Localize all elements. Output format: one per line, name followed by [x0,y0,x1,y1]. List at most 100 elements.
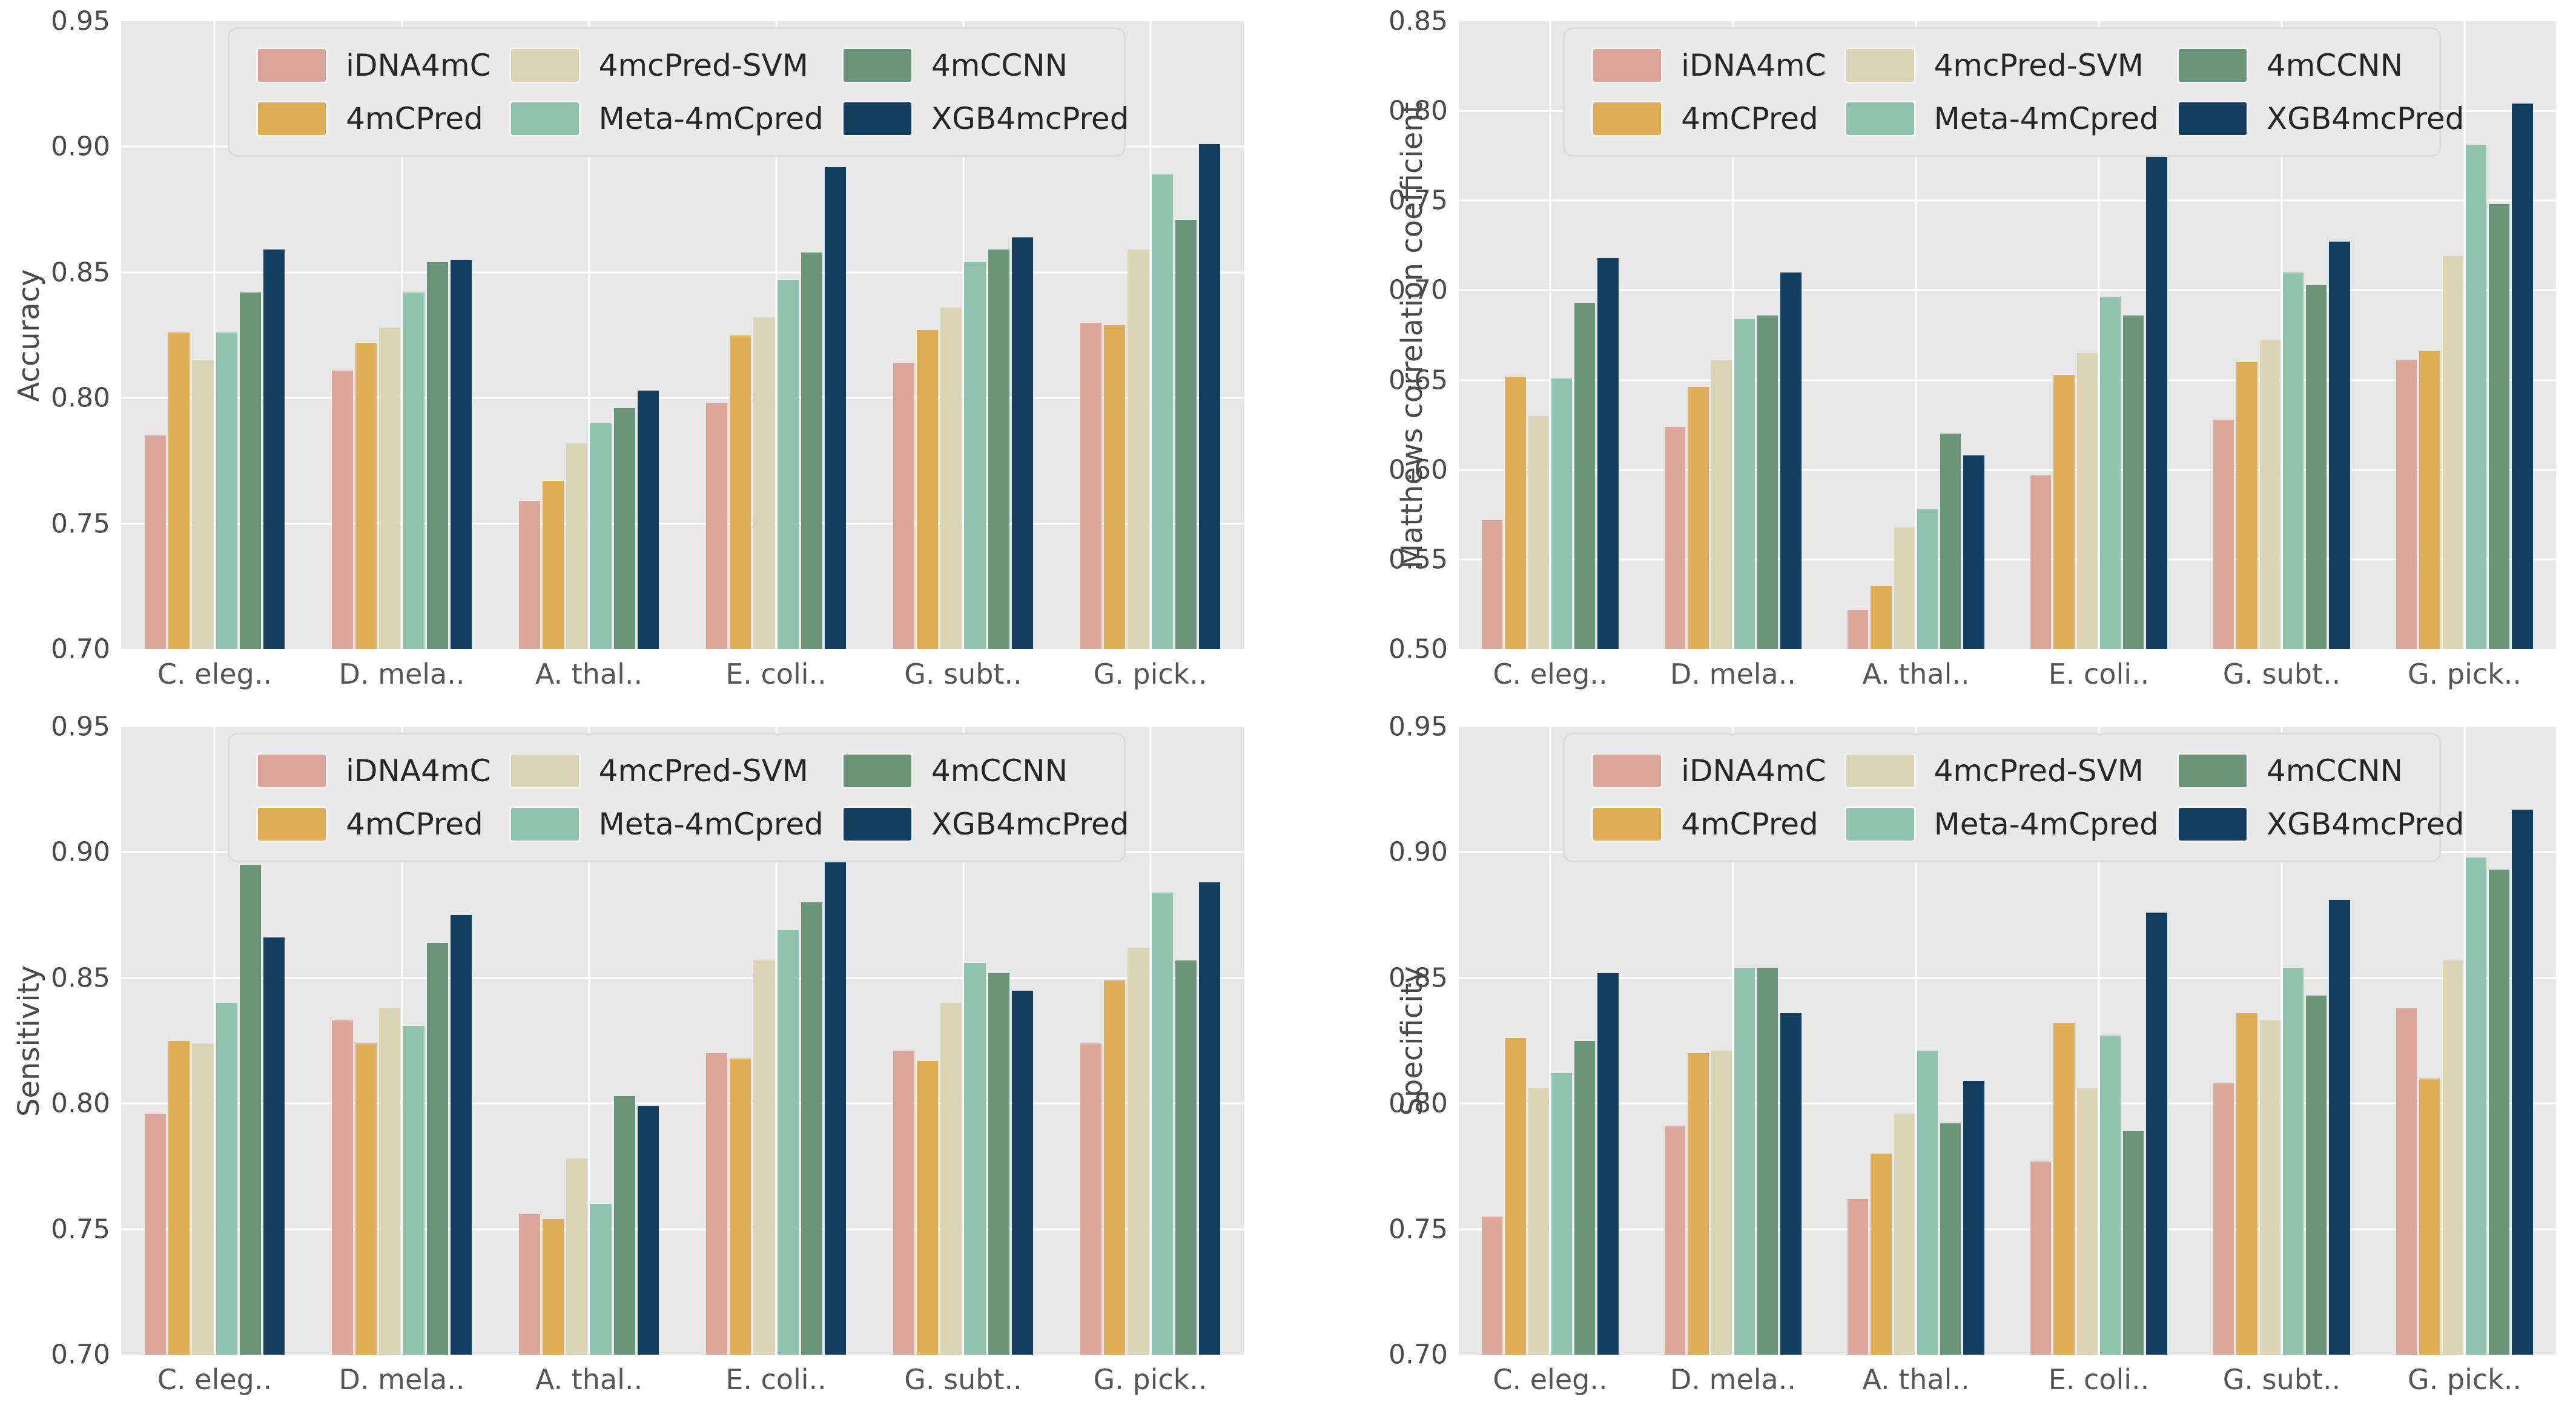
bar-pack [331,21,473,649]
legend-swatch-icon [509,806,581,842]
bar-4mcpred [1505,376,1526,649]
bar-4mcpred [2419,351,2440,649]
bar-xgb4mcpred [637,1106,659,1355]
bar-4mcpred-svm [566,443,588,649]
bar-pack [144,21,286,649]
gridline-horizontal [1459,1102,2556,1105]
plot-area: iDNA4mC 4mcPred-SVM 4mCCNN 4mCPred Meta-4mCp… [1459,21,2556,649]
legend-item: 4mcPred-SVM [1844,753,2159,789]
bar-meta-4mcpred [777,930,799,1355]
bar-4mcpred [1104,325,1126,649]
gridline-horizontal [1459,1228,2556,1231]
legend-item: Meta-4mCpred [1844,101,2159,137]
bar-idna4mc [706,403,728,649]
legend-label: 4mCCNN [2266,753,2403,788]
bar-idna4mc [519,501,541,649]
y-tick-label: 0.55 [1389,544,1448,575]
bar-meta-4mcpred [216,1003,237,1355]
bar-meta-4mcpred [2282,272,2304,649]
bar-4mcpred-svm [2259,1020,2280,1355]
gridline-vertical [401,727,403,1355]
bar-pack [1846,21,1986,649]
bar-xgb4mcpred [2512,104,2533,649]
bar-meta-4mcpred [964,962,986,1355]
bar-xgb4mcpred [1011,237,1033,649]
legend-item: 4mCPred [256,806,490,842]
bar-4mcpred [730,1058,751,1355]
bar-meta-4mcpred [403,1025,424,1355]
chart-accuracy: Accuracy iDNA4mC 4mcPred-SVM 4mCCNN 4mCPred… [0,0,1288,706]
x-tick-label: C. eleg.. [157,1363,272,1396]
bar-idna4mc [1482,1216,1503,1355]
legend-item: 4mcPred-SVM [1844,47,2159,84]
gridline-vertical [2463,727,2466,1355]
y-tick-label: 0.50 [1389,633,1448,665]
legend-item: XGB4mcPred [841,806,1129,842]
legend-label: Meta-4mCpred [598,101,824,136]
bar-4mccnn [1574,1040,1596,1355]
x-tick-label: C. eleg.. [1493,1363,1608,1396]
bar-4mcpred [543,1219,564,1355]
gridline-vertical [962,21,964,649]
x-tick-label: E. coli.. [2048,658,2150,690]
bar-group [308,727,495,1355]
bar-pack [2212,21,2351,649]
bar-xgb4mcpred [2146,141,2167,649]
y-tick-label: 0.90 [1389,836,1448,868]
x-tick-label: G. pick.. [2407,1363,2522,1396]
bar-xgb4mcpred [1011,990,1033,1355]
bar-4mccnn [1757,315,1778,649]
bar-group [2190,21,2373,649]
gridline-vertical [588,727,590,1355]
bar-4mcpred [168,1040,190,1355]
bar-group [1642,21,1825,649]
y-tick-label: 0.60 [1389,454,1448,486]
bar-group [682,21,870,649]
gridline-vertical [401,21,403,649]
bar-4mcpred-svm [940,307,962,649]
legend-swatch-icon [256,101,328,137]
gridline-vertical [1915,727,1917,1355]
bar-group [1057,727,1244,1355]
bar-4mcpred-svm [1128,948,1149,1355]
x-tick-label: A. thal.. [1862,1363,1970,1396]
bar-4mccnn [801,902,822,1355]
bar-group [495,727,682,1355]
legend-label: 4mcPred-SVM [598,753,808,788]
bar-group [495,21,682,649]
bar-xgb4mcpred [263,937,285,1355]
legend-swatch-icon [841,806,913,842]
y-axis-title: Accuracy [12,268,46,402]
legend-item: Meta-4mCpred [1844,806,2159,842]
bar-4mcpred [1688,387,1709,649]
gridline-vertical [775,21,777,649]
legend-swatch-icon [1844,47,1916,84]
y-tick-label: 0.90 [51,836,110,868]
bar-meta-4mcpred [1151,892,1173,1355]
bar-4mcpred-svm [1711,360,1732,649]
bar-4mccnn [988,249,1009,649]
bar-4mccnn [2489,204,2510,649]
bar-idna4mc [1665,1126,1686,1355]
bar-meta-4mcpred [1551,1073,1573,1355]
legend-label: Meta-4mCpred [1934,101,2159,136]
legend-label: 4mCCNN [931,48,1068,83]
y-tick-label: 0.85 [1389,962,1448,994]
legend: iDNA4mC 4mcPred-SVM 4mCCNN 4mCPred Meta-4mCp… [1563,27,2464,157]
bar-pack [705,21,847,649]
bar-pack [518,727,660,1355]
legend-item: Meta-4mCpred [509,101,824,137]
bar-4mcpred-svm [379,328,401,649]
bar-xgb4mcpred [1198,144,1220,649]
bar-idna4mc [145,1113,167,1355]
bar-meta-4mcpred [1917,509,1938,649]
bar-4mcpred [2419,1078,2440,1355]
gridline-horizontal [1459,558,2556,561]
gridline-horizontal [121,1228,1244,1231]
gridline-vertical [1149,21,1151,649]
legend-label: 4mcPred-SVM [1934,753,2144,788]
legend-label: XGB4mcPred [2266,101,2465,136]
y-tick-label: 0.70 [51,633,110,665]
legend-swatch-icon [1844,101,1916,137]
bar-4mcpred-svm [379,1008,401,1355]
